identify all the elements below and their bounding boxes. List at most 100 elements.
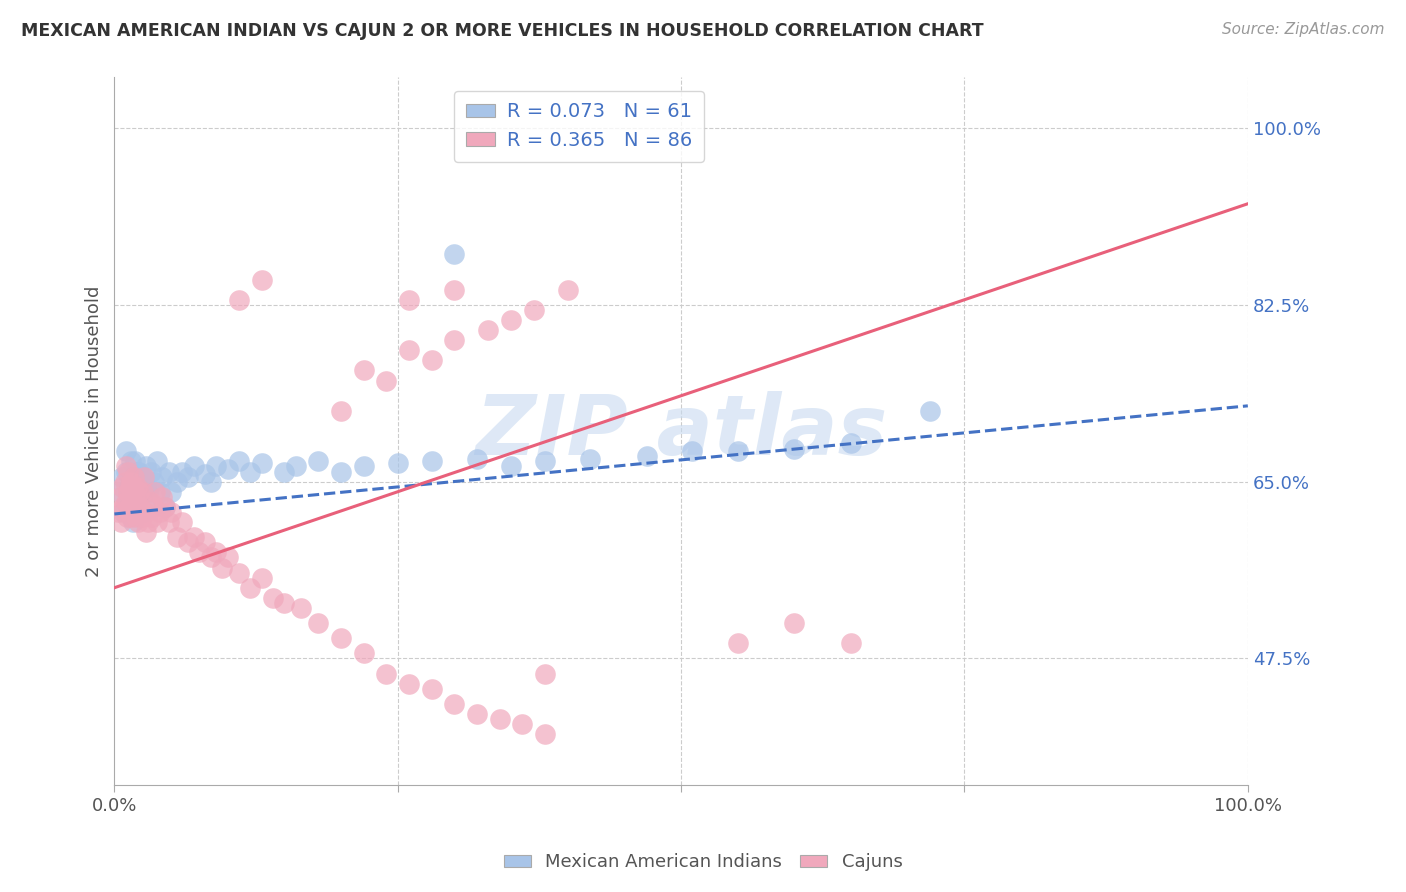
Point <box>194 535 217 549</box>
Point <box>112 505 135 519</box>
Point <box>839 436 862 450</box>
Point <box>135 480 157 494</box>
Point <box>132 469 155 483</box>
Point <box>177 535 200 549</box>
Legend: R = 0.073   N = 61, R = 0.365   N = 86: R = 0.073 N = 61, R = 0.365 N = 86 <box>454 91 704 161</box>
Point <box>307 616 329 631</box>
Point <box>114 459 136 474</box>
Point <box>117 484 139 499</box>
Point <box>117 500 139 514</box>
Point <box>146 454 169 468</box>
Point <box>138 484 160 499</box>
Point <box>217 462 239 476</box>
Point <box>111 480 134 494</box>
Point <box>160 505 183 519</box>
Point <box>353 647 375 661</box>
Point <box>120 480 142 494</box>
Point <box>128 490 150 504</box>
Point <box>443 333 465 347</box>
Point <box>131 475 153 489</box>
Point <box>117 465 139 479</box>
Text: Source: ZipAtlas.com: Source: ZipAtlas.com <box>1222 22 1385 37</box>
Point <box>120 510 142 524</box>
Point <box>160 484 183 499</box>
Point <box>139 495 162 509</box>
Point <box>150 490 173 504</box>
Point <box>114 444 136 458</box>
Point <box>157 465 180 479</box>
Point <box>228 566 250 580</box>
Point <box>183 530 205 544</box>
Point <box>239 465 262 479</box>
Point <box>398 343 420 358</box>
Point <box>177 469 200 483</box>
Point <box>135 525 157 540</box>
Point <box>118 500 141 514</box>
Point <box>477 323 499 337</box>
Point <box>330 404 353 418</box>
Point <box>132 469 155 483</box>
Point <box>228 454 250 468</box>
Point <box>443 697 465 711</box>
Point <box>205 459 228 474</box>
Point <box>523 302 546 317</box>
Point <box>166 475 188 489</box>
Point <box>682 444 704 458</box>
Point <box>143 500 166 514</box>
Point <box>134 505 156 519</box>
Point <box>557 283 579 297</box>
Point <box>387 457 409 471</box>
Text: ZIP atlas: ZIP atlas <box>475 391 887 472</box>
Point <box>108 484 131 499</box>
Point <box>146 515 169 529</box>
Point <box>211 560 233 574</box>
Point <box>111 469 134 483</box>
Point <box>166 530 188 544</box>
Point <box>250 571 273 585</box>
Point <box>114 495 136 509</box>
Point <box>120 475 142 489</box>
Point <box>465 452 488 467</box>
Point <box>443 283 465 297</box>
Point <box>443 247 465 261</box>
Point <box>155 500 177 514</box>
Point <box>188 545 211 559</box>
Point <box>239 581 262 595</box>
Point <box>124 454 146 468</box>
Point <box>200 550 222 565</box>
Point <box>534 666 557 681</box>
Point <box>420 454 443 468</box>
Point <box>122 505 145 519</box>
Point <box>353 459 375 474</box>
Point <box>290 601 312 615</box>
Point <box>110 515 132 529</box>
Point <box>579 452 602 467</box>
Point <box>143 484 166 499</box>
Point <box>284 459 307 474</box>
Point <box>250 272 273 286</box>
Point <box>262 591 284 605</box>
Point <box>250 457 273 471</box>
Point <box>121 495 143 509</box>
Point <box>183 459 205 474</box>
Point <box>143 475 166 489</box>
Point <box>150 469 173 483</box>
Y-axis label: 2 or more Vehicles in Household: 2 or more Vehicles in Household <box>86 285 103 577</box>
Point <box>273 465 295 479</box>
Point <box>128 484 150 499</box>
Point <box>420 681 443 696</box>
Point <box>353 363 375 377</box>
Point <box>501 459 523 474</box>
Point <box>120 454 142 468</box>
Point <box>420 353 443 368</box>
Point <box>307 454 329 468</box>
Point <box>172 465 194 479</box>
Point <box>534 727 557 741</box>
Point <box>125 500 148 514</box>
Point <box>217 550 239 565</box>
Point <box>135 459 157 474</box>
Point <box>114 475 136 489</box>
Point <box>138 515 160 529</box>
Point <box>125 500 148 514</box>
Point <box>125 510 148 524</box>
